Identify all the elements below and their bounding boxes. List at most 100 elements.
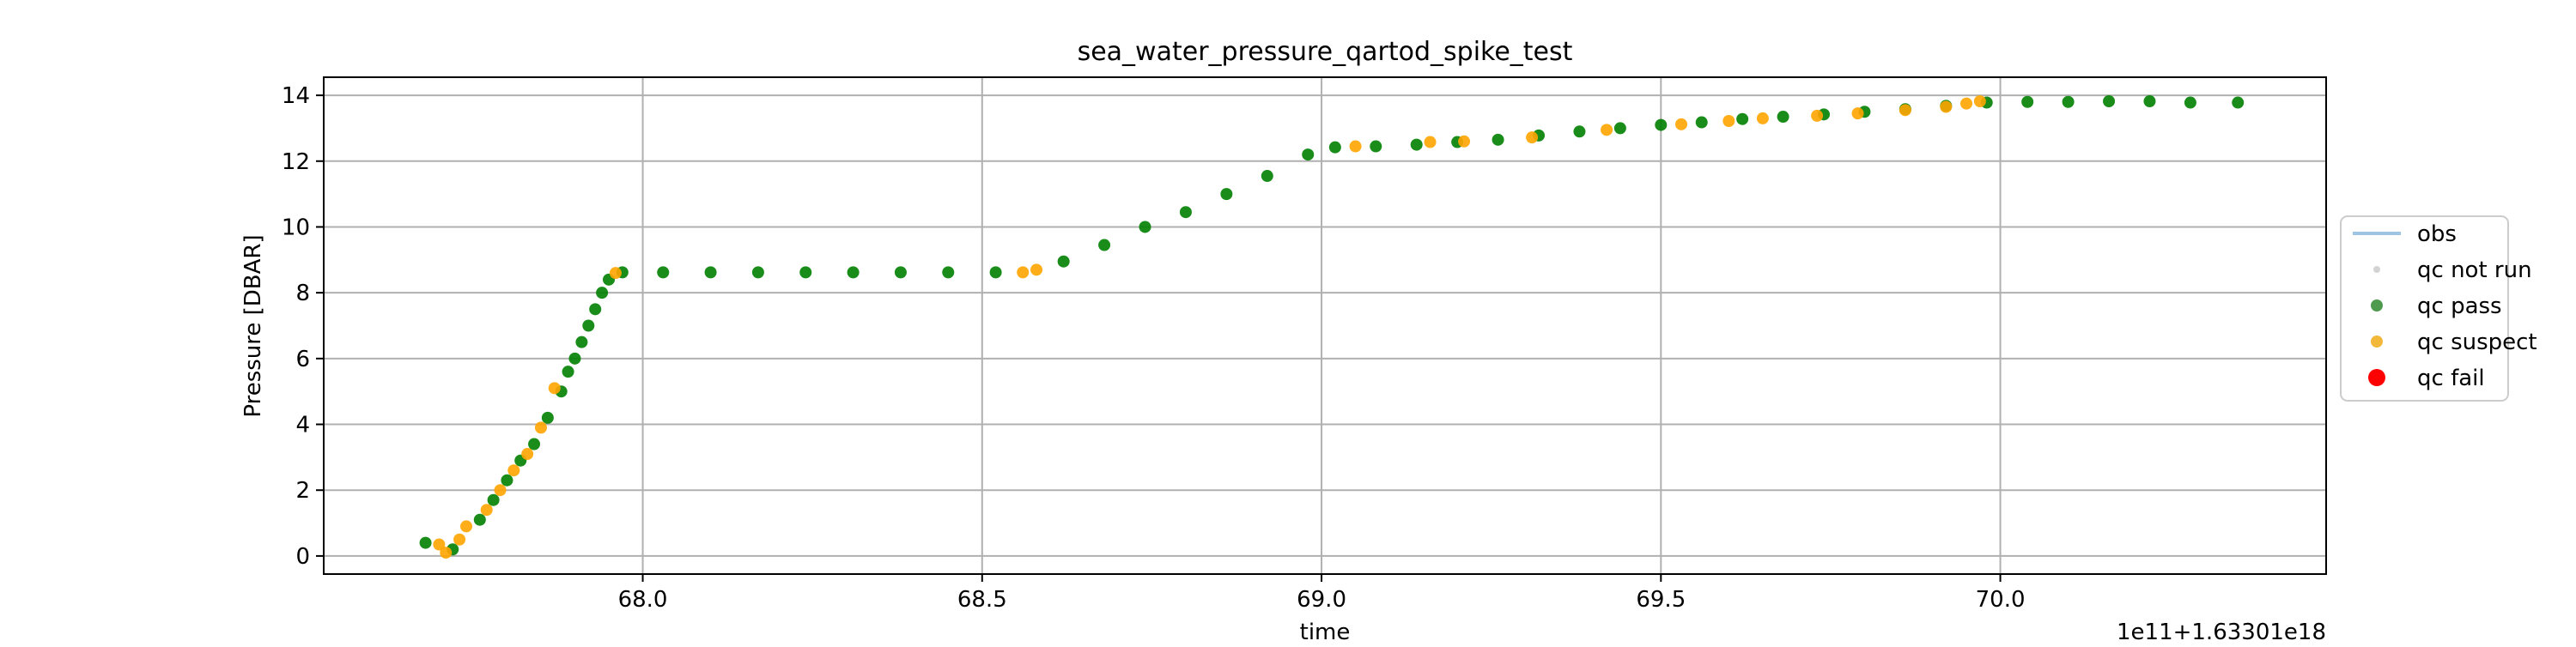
- qc-pass-point: [1328, 141, 1341, 154]
- qc-pass-point: [942, 266, 955, 279]
- qc-pass-point: [582, 319, 595, 332]
- qc-suspect-point: [1424, 136, 1437, 148]
- y-tick-label: 0: [295, 544, 310, 570]
- qc-pass-point: [1179, 206, 1192, 219]
- qc-pass-point: [847, 266, 860, 279]
- qc-pass-point: [1777, 111, 1789, 124]
- tick-layer: 68.0 68.5 69.0 69.5 70.0 0 2 4 6 8 10 12 14: [282, 83, 2026, 613]
- qc-pass-point: [487, 493, 500, 506]
- qc-suspect-point: [1811, 109, 1824, 122]
- qc-pass-legend-marker: [2371, 299, 2383, 311]
- qc-suspect-point: [609, 267, 622, 280]
- x-axis-offset-label: 1e11+1.63301e18: [2117, 620, 2326, 644]
- qc-pass-point: [989, 266, 1002, 279]
- y-tick-label: 12: [282, 149, 310, 175]
- x-tick-label: 68.0: [618, 587, 668, 613]
- x-tick-label: 68.5: [957, 587, 1007, 613]
- qc-pass-point: [528, 438, 541, 450]
- qc-pass-point: [419, 536, 432, 549]
- qc-pass-point: [1613, 122, 1626, 135]
- qc-pass-point: [1220, 188, 1233, 201]
- qc-suspect-point: [1960, 97, 1973, 110]
- legend: obs qc not run qc pass qc suspect qc fail: [2340, 215, 2537, 402]
- qc-pass-point: [1492, 133, 1504, 146]
- qc-pass-point: [2062, 95, 2075, 108]
- qc-suspect-point: [453, 533, 466, 546]
- qc-pass-point: [1302, 148, 1315, 161]
- qc-fail-legend-marker: [2368, 369, 2385, 386]
- qc-pass-point: [1098, 239, 1111, 251]
- qc-pass-point: [2103, 94, 2116, 107]
- qc-suspect-point: [548, 382, 561, 395]
- qc-pass-point: [2184, 96, 2196, 109]
- qc-pass-point: [589, 303, 602, 316]
- qc-pass-point: [1655, 118, 1668, 131]
- qc-suspect-point: [433, 538, 446, 551]
- qc-suspect-point: [1851, 107, 1864, 120]
- qc-pass-point: [1139, 221, 1151, 233]
- qc-pass-point: [2232, 96, 2245, 109]
- qc-pass-point: [2143, 94, 2156, 107]
- qc-suspect-point: [1973, 94, 1986, 107]
- qc-pass-point: [575, 336, 588, 348]
- marker-layer: [419, 94, 2245, 559]
- qc-pass-point: [1410, 138, 1423, 151]
- qc-fail-legend-label: qc fail: [2417, 366, 2485, 391]
- x-tick-label: 70.0: [1976, 587, 2026, 613]
- qc-suspect-point: [1940, 100, 1953, 113]
- qc-pass-point: [657, 266, 670, 279]
- qc-suspect-point: [480, 504, 493, 517]
- qc-pass-point: [1057, 255, 1070, 268]
- qc-suspect-point: [494, 484, 507, 497]
- y-axis-label: Pressure [DBAR]: [240, 234, 266, 417]
- qc-suspect-point: [507, 464, 520, 477]
- qc-pass-point: [501, 474, 513, 487]
- qc-suspect-point: [1349, 140, 1362, 153]
- qc-suspect-point: [1526, 131, 1539, 144]
- y-tick-label: 14: [282, 83, 310, 109]
- qc-suspect-point: [1675, 118, 1688, 130]
- qc-not-run-legend-marker: [2373, 266, 2380, 273]
- qc-suspect-point: [1458, 135, 1471, 148]
- qc-suspect-point: [460, 520, 473, 533]
- qc-pass-point: [596, 287, 609, 299]
- qc-pass-point: [1736, 112, 1749, 125]
- qc-suspect-point: [1601, 124, 1613, 136]
- qc-pass-point: [568, 352, 581, 365]
- qc-suspect-point: [1899, 104, 1911, 117]
- qc-pass-point: [799, 266, 812, 279]
- qc-suspect-point: [521, 448, 534, 461]
- y-tick-label: 6: [295, 347, 310, 372]
- qc-pass-point: [1261, 170, 1273, 183]
- legend-box: [2340, 215, 2509, 402]
- x-tick-label: 69.0: [1297, 587, 1346, 613]
- qc-pass-point: [1695, 116, 1708, 129]
- qc-pass-point: [2021, 95, 2034, 108]
- qc-pass-legend-label: qc pass: [2417, 293, 2502, 319]
- qc-pass-point: [562, 366, 574, 378]
- qc-suspect-point: [1756, 112, 1769, 124]
- qc-suspect-legend-label: qc suspect: [2417, 330, 2537, 355]
- qc-suspect-point: [1030, 263, 1043, 276]
- qc-pass-point: [541, 411, 554, 424]
- grid-layer: [324, 77, 2326, 574]
- qc-suspect-point: [1722, 114, 1735, 127]
- y-tick-label: 2: [295, 478, 310, 504]
- qc-pass-point: [1573, 125, 1586, 138]
- y-tick-label: 4: [295, 413, 310, 438]
- legend-items: obs qc not run qc pass qc suspect qc fail: [2353, 221, 2537, 391]
- y-tick-label: 8: [295, 281, 310, 306]
- qc-suspect-legend-marker: [2371, 336, 2383, 348]
- qc-pass-point: [704, 266, 717, 279]
- qc-pass-point: [1370, 140, 1382, 153]
- chart-title: sea_water_pressure_qartod_spike_test: [1078, 37, 1573, 67]
- qc-pass-point: [751, 266, 764, 279]
- qc-suspect-point: [534, 421, 547, 434]
- y-tick-label: 10: [282, 215, 310, 240]
- x-tick-label: 69.5: [1636, 587, 1686, 613]
- qc-suspect-point: [440, 547, 453, 559]
- qc-not-run-legend-label: qc not run: [2417, 257, 2532, 283]
